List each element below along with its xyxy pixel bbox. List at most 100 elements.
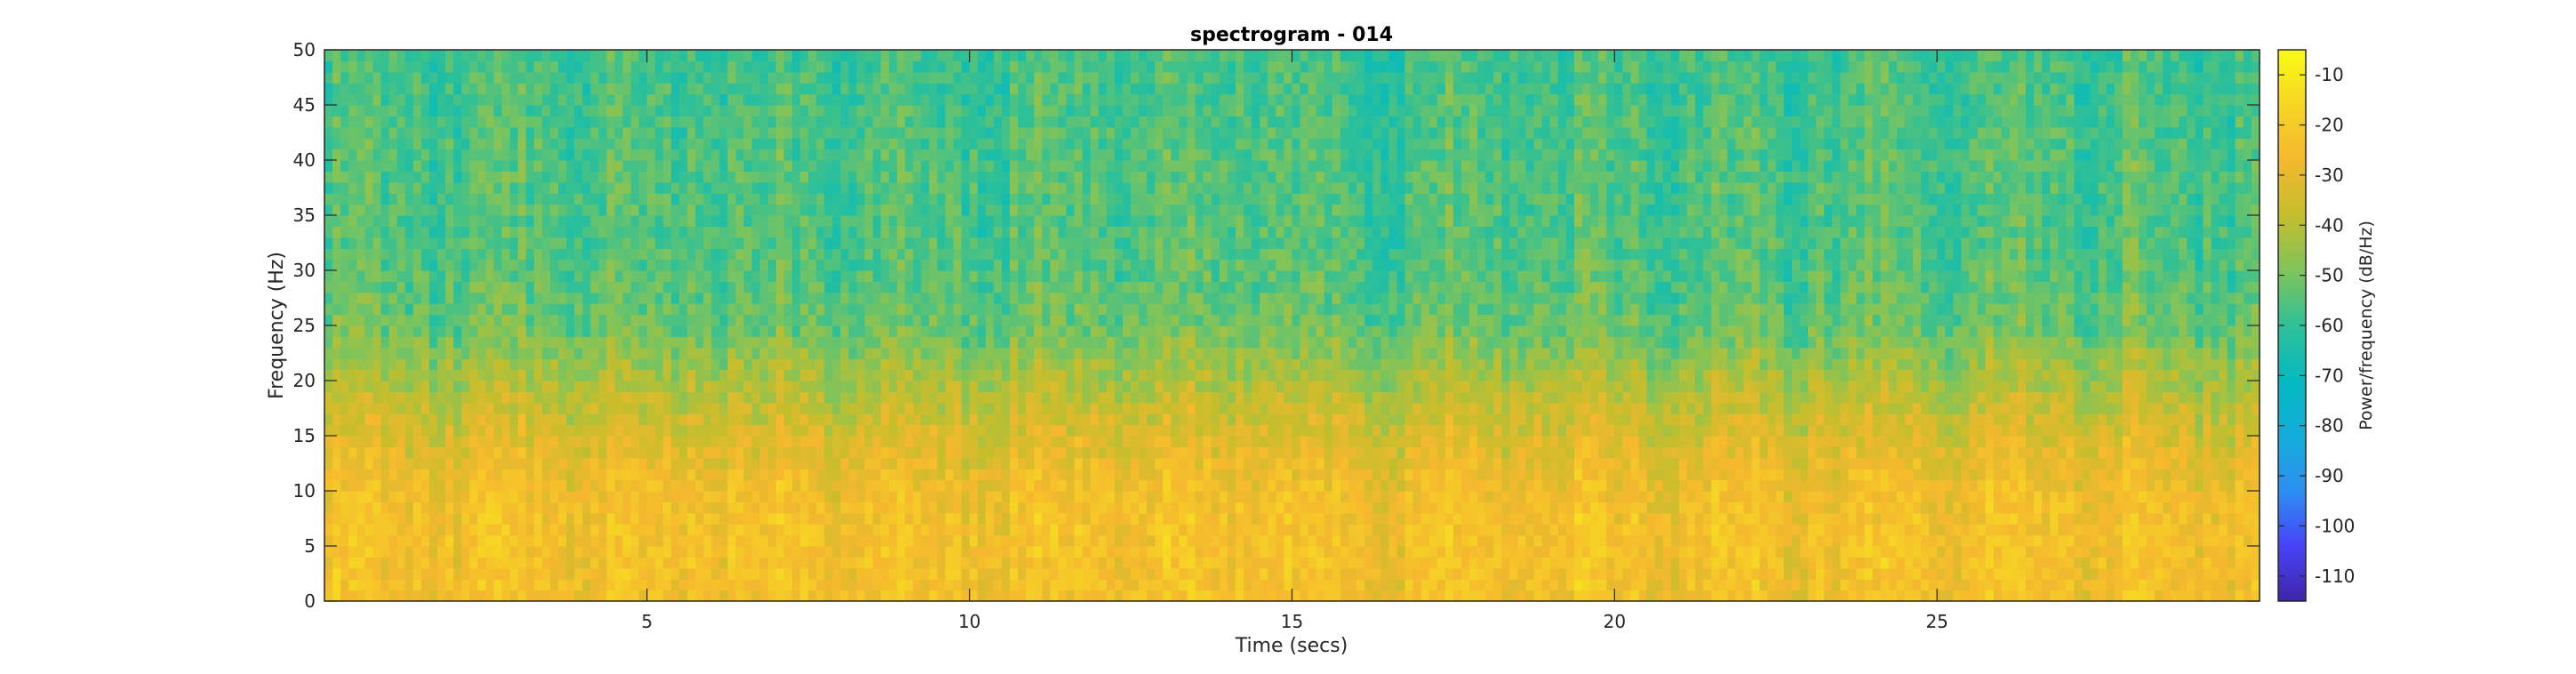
spectrogram-cell: [533, 204, 543, 216]
spectrogram-cell: [1034, 181, 1043, 194]
spectrogram-cell: [767, 248, 777, 261]
spectrogram-cell: [679, 436, 688, 447]
spectrogram-cell: [436, 181, 446, 194]
spectrogram-cell: [687, 148, 696, 161]
spectrogram-cell: [646, 446, 656, 459]
spectrogram-cell: [590, 358, 600, 371]
spectrogram-cell: [977, 381, 987, 392]
spectrogram-cell: [404, 237, 414, 249]
spectrogram-cell: [372, 248, 382, 261]
spectrogram-cell: [388, 116, 398, 128]
spectrogram-cell: [461, 303, 470, 316]
spectrogram-cell: [1034, 457, 1043, 469]
spectrogram-cell: [1058, 336, 1068, 349]
spectrogram-cell: [662, 126, 672, 139]
spectrogram-cell: [929, 204, 938, 216]
spectrogram-cell: [671, 590, 680, 601]
spectrogram-cell: [445, 436, 454, 447]
spectrogram-cell: [719, 546, 729, 558]
spectrogram-cell: [751, 402, 761, 414]
spectrogram-cell: [541, 336, 551, 349]
spectrogram-cell: [784, 436, 793, 447]
spectrogram-cell: [380, 325, 390, 337]
spectrogram-cell: [340, 381, 349, 392]
spectrogram-cell: [775, 215, 785, 227]
spectrogram-cell: [977, 391, 987, 404]
spectrogram-cell: [1001, 126, 1011, 139]
spectrogram-cell: [485, 469, 495, 481]
spectrogram-cell: [590, 226, 600, 238]
spectrogram-cell: [646, 105, 656, 116]
spectrogram-cell: [977, 248, 987, 261]
spectrogram-cell: [993, 546, 1003, 558]
spectrogram-cell: [646, 226, 656, 238]
spectrogram-cell: [396, 248, 406, 261]
spectrogram-cell: [921, 369, 930, 381]
spectrogram-cell: [549, 193, 559, 205]
spectrogram-cell: [856, 105, 866, 116]
spectrogram-cell: [348, 215, 357, 227]
spectrogram-cell: [404, 50, 414, 61]
spectrogram-cell: [848, 512, 858, 525]
spectrogram-cell: [880, 457, 890, 469]
spectrogram-cell: [784, 270, 793, 282]
spectrogram-cell: [445, 148, 454, 161]
spectrogram-cell: [436, 281, 446, 293]
spectrogram-cell: [412, 237, 422, 249]
spectrogram-cell: [792, 226, 801, 238]
spectrogram-cell: [1001, 501, 1011, 514]
spectrogram-cell: [509, 534, 519, 547]
spectrogram-cell: [897, 181, 906, 194]
spectrogram-cell: [913, 524, 922, 536]
spectrogram-cell: [541, 60, 551, 73]
spectrogram-cell: [590, 83, 600, 95]
spectrogram-cell: [977, 60, 987, 73]
spectrogram-cell: [622, 567, 632, 580]
spectrogram-cell: [832, 391, 842, 404]
spectrogram-cell: [614, 303, 624, 316]
spectrogram-cell: [533, 557, 543, 569]
spectrogram-cell: [662, 226, 672, 238]
spectrogram-cell: [832, 590, 842, 601]
spectrogram-cell: [525, 369, 535, 381]
spectrogram-cell: [848, 215, 858, 227]
spectrogram-cell: [1001, 138, 1011, 150]
spectrogram-cell: [396, 501, 406, 514]
spectrogram-cell: [687, 369, 696, 381]
spectrogram-cell: [1058, 303, 1068, 316]
spectrogram-cell: [679, 491, 688, 502]
spectrogram-cell: [735, 457, 745, 469]
spectrogram-cell: [784, 369, 793, 381]
spectrogram-cell: [800, 381, 809, 392]
spectrogram-cell: [461, 369, 470, 381]
spectrogram-cell: [929, 402, 938, 414]
spectrogram-cell: [356, 446, 365, 459]
spectrogram-cell: [751, 171, 761, 183]
spectrogram-cell: [428, 590, 438, 601]
spectrogram-cell: [784, 303, 793, 316]
spectrogram-cell: [1098, 413, 1108, 426]
spectrogram-cell: [888, 446, 898, 459]
spectrogram-cell: [420, 579, 430, 591]
spectrogram-cell: [1050, 546, 1060, 558]
spectrogram-cell: [1026, 567, 1035, 580]
spectrogram-cell: [469, 171, 478, 183]
spectrogram-cell: [566, 336, 575, 349]
spectrogram-cell: [630, 303, 640, 316]
spectrogram-cell: [856, 71, 866, 84]
spectrogram-cell: [582, 534, 591, 547]
spectrogram-cell: [679, 60, 688, 73]
spectrogram-cell: [1018, 303, 1027, 316]
spectrogram-cell: [824, 381, 834, 392]
spectrogram-cell: [388, 314, 398, 326]
spectrogram-cell: [364, 71, 374, 84]
spectrogram-cell: [703, 116, 712, 128]
spectrogram-cell: [324, 138, 333, 150]
spectrogram-cell: [1074, 325, 1084, 337]
spectrogram-cell: [590, 93, 600, 106]
spectrogram-cell: [590, 138, 600, 150]
spectrogram-cell: [1001, 491, 1011, 502]
spectrogram-cell: [888, 457, 898, 469]
spectrogram-cell: [364, 259, 374, 271]
spectrogram-cell: [477, 369, 487, 381]
